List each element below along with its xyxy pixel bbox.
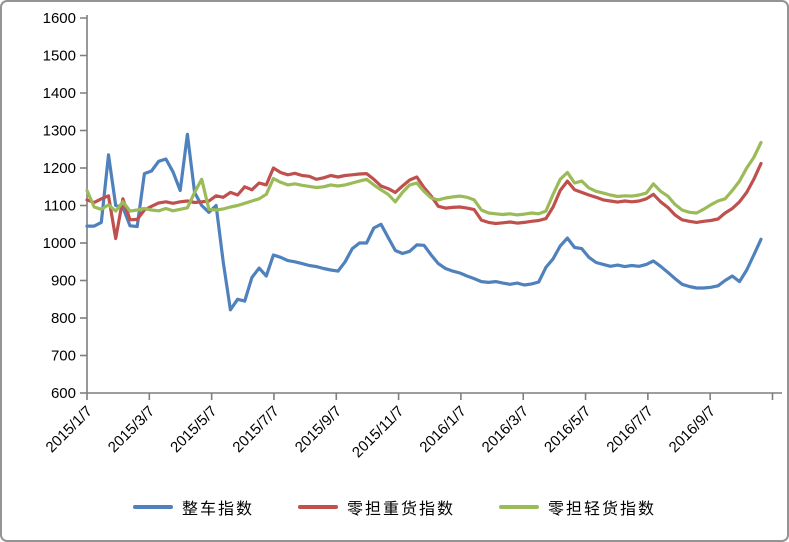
legend-line-swatch-green-icon: [499, 505, 539, 509]
x-axis-tick-label: 2016/7/7: [603, 403, 656, 456]
series-line-ltl-heavy-index: [85, 161, 763, 241]
x-axis-tick-label: 2015/11/7: [349, 403, 407, 461]
x-axis-tick-label: 2015/3/7: [105, 403, 158, 456]
series-line-ltl-light-index: [85, 140, 763, 217]
y-axis-tick-label: 900: [51, 273, 76, 290]
legend-item-ltl-heavy-index: 零担重货指数: [297, 495, 455, 519]
series-line-whole-vehicle-index: [85, 132, 763, 312]
legend-item-whole-vehicle-index: 整车指数: [132, 495, 254, 519]
legend-label-ltl-light-index: 零担轻货指数: [548, 501, 657, 518]
y-axis-tick-label: 1000: [43, 235, 76, 252]
y-axis-tick-label: 600: [51, 385, 76, 402]
x-axis-tick-label: 2016/5/7: [541, 403, 594, 456]
x-axis-tick-label: 2015/5/7: [167, 403, 220, 456]
y-axis-tick-label: 700: [51, 348, 76, 365]
chart-legend: 整车指数 零担重货指数 零担轻货指数: [2, 495, 787, 519]
y-axis-tick-label: 1100: [44, 198, 76, 215]
y-axis-tick-label: 1400: [43, 85, 76, 102]
y-axis-tick-label: 1300: [43, 123, 76, 140]
y-axis-tick-label: 1500: [43, 48, 76, 65]
x-axis-tick-label: 2016/9/7: [666, 403, 719, 456]
legend-line-swatch-blue-icon: [132, 505, 173, 509]
legend-item-ltl-light-index: 零担轻货指数: [499, 495, 656, 519]
x-axis-tick-label: 2016/3/7: [479, 403, 532, 456]
x-axis-tick-label: 2015/1/7: [43, 403, 96, 456]
x-axis-tick-label: 2015/7/7: [229, 403, 282, 456]
y-axis-tick-label: 1600: [43, 10, 76, 27]
legend-label-whole-vehicle-index: 整车指数: [181, 501, 254, 518]
x-axis-tick-label: 2016/1/7: [416, 403, 469, 456]
legend-label-ltl-heavy-index: 零担重货指数: [346, 501, 455, 518]
legend-line-swatch-red-icon: [297, 505, 338, 509]
y-axis-tick-label: 1200: [43, 160, 76, 177]
x-axis-tick-label: 2015/9/7: [292, 403, 345, 456]
y-axis-tick-label: 800: [51, 310, 76, 327]
